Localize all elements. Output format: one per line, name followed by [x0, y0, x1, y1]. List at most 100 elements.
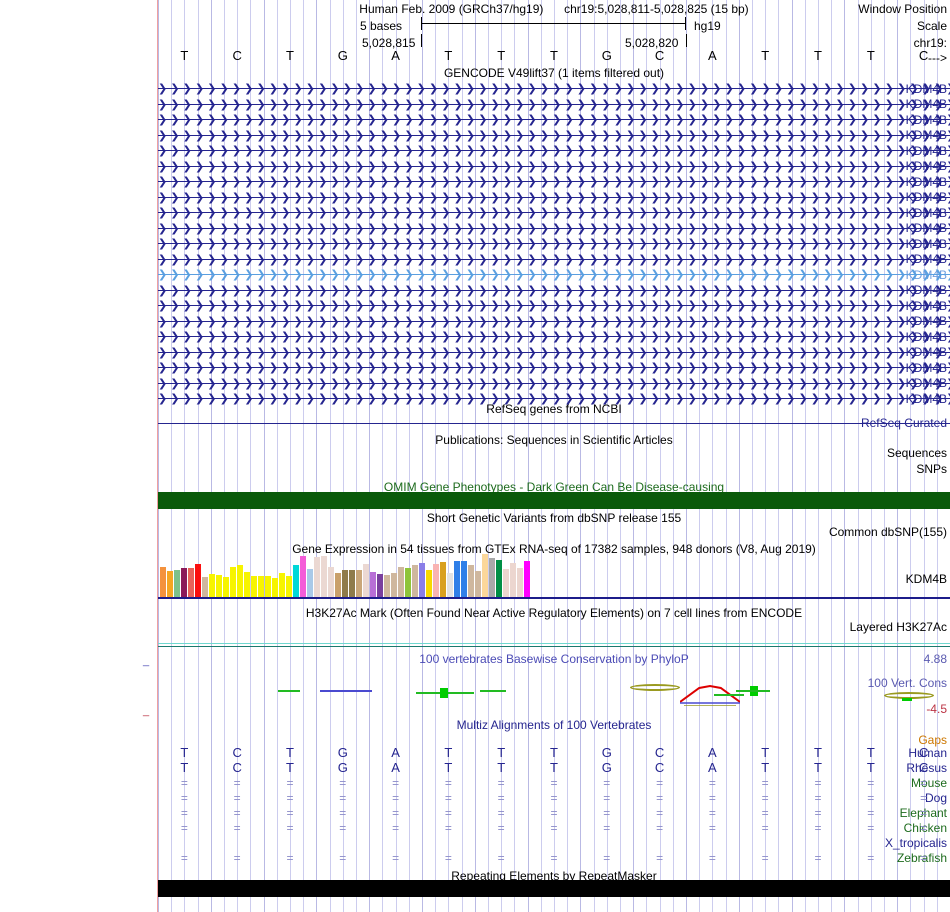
gtex-tissue-bar[interactable]	[377, 574, 383, 598]
gtex-tissue-bar[interactable]	[293, 565, 299, 598]
gtex-tissue-bar[interactable]	[489, 558, 495, 598]
species-alignment-row[interactable]: = = = = = = = = = = = = = = =	[158, 775, 950, 791]
gtex-tissue-bar[interactable]	[482, 554, 488, 598]
gtex-tissue-bar[interactable]	[496, 560, 502, 598]
gtex-expression-barchart[interactable]	[158, 553, 950, 599]
gtex-tissue-bar[interactable]	[524, 561, 530, 598]
species-alignment-row[interactable]	[158, 835, 950, 851]
gtex-tissue-bar[interactable]	[244, 572, 250, 598]
species-label-chicken[interactable]: Chicken	[903, 821, 947, 835]
gtex-tissue-bar[interactable]	[321, 556, 327, 598]
gene-feature-row[interactable]: ❯❯❯❯❯❯❯❯❯❯❯❯❯❯❯❯❯❯❯❯❯❯❯❯❯❯❯❯❯❯❯❯❯❯❯❯❯❯❯❯…	[158, 314, 950, 329]
gtex-tissue-bar[interactable]	[412, 565, 418, 598]
gtex-tissue-bar[interactable]	[363, 564, 369, 598]
gtex-tissue-bar[interactable]	[209, 574, 215, 598]
gtex-tissue-bar[interactable]	[433, 564, 439, 598]
gtex-tissue-bar[interactable]	[174, 570, 180, 598]
track-title-repeatmasker[interactable]: Repeating Elements by RepeatMasker	[451, 869, 657, 883]
track-title-h3k27ac[interactable]: H3K27Ac Mark (Often Found Near Active Re…	[305, 606, 803, 620]
gtex-tissue-bar[interactable]	[307, 569, 313, 598]
gtex-tissue-bar[interactable]	[405, 568, 411, 598]
gtex-tissue-bar[interactable]	[258, 576, 264, 598]
gtex-tissue-bar[interactable]	[398, 567, 404, 598]
gtex-tissue-bar[interactable]	[251, 576, 257, 598]
species-label-zebrafish[interactable]: Zebrafish	[896, 851, 947, 865]
gtex-tissue-bar[interactable]	[188, 568, 194, 598]
gtex-tissue-bar[interactable]	[223, 577, 229, 598]
gtex-tissue-bar[interactable]	[181, 568, 187, 598]
species-label-x_tropicalis[interactable]: X_tropicalis	[884, 836, 947, 850]
gtex-tissue-bar[interactable]	[426, 570, 432, 598]
species-alignment-row[interactable]: = = = = = = = = = = = = = = =	[158, 790, 950, 806]
track-title-gtex[interactable]: Gene Expression in 54 tissues from GTEx …	[292, 542, 816, 556]
gene-feature-row[interactable]: ❯❯❯❯❯❯❯❯❯❯❯❯❯❯❯❯❯❯❯❯❯❯❯❯❯❯❯❯❯❯❯❯❯❯❯❯❯❯❯❯…	[158, 174, 950, 189]
gene-feature-row[interactable]: ❯❯❯❯❯❯❯❯❯❯❯❯❯❯❯❯❯❯❯❯❯❯❯❯❯❯❯❯❯❯❯❯❯❯❯❯❯❯❯❯…	[158, 360, 950, 375]
species-label-dog[interactable]: Dog	[924, 791, 947, 805]
gene-feature-row[interactable]: ❯❯❯❯❯❯❯❯❯❯❯❯❯❯❯❯❯❯❯❯❯❯❯❯❯❯❯❯❯❯❯❯❯❯❯❯❯❯❯❯…	[158, 81, 950, 96]
species-alignment-row[interactable]: = = = = = = = = = = = = = = =	[158, 850, 950, 866]
gene-feature-row[interactable]: ❯❯❯❯❯❯❯❯❯❯❯❯❯❯❯❯❯❯❯❯❯❯❯❯❯❯❯❯❯❯❯❯❯❯❯❯❯❯❯❯…	[158, 376, 950, 391]
gtex-tissue-bar[interactable]	[356, 570, 362, 598]
track-title-gencode[interactable]: GENCODE V49lift37 (1 items filtered out)	[443, 66, 665, 80]
gtex-tissue-bar[interactable]	[216, 575, 222, 598]
gtex-tissue-bar[interactable]	[286, 576, 292, 598]
track-title-publications[interactable]: Publications: Sequences in Scientific Ar…	[435, 433, 673, 447]
gene-feature-row[interactable]: ❯❯❯❯❯❯❯❯❯❯❯❯❯❯❯❯❯❯❯❯❯❯❯❯❯❯❯❯❯❯❯❯❯❯❯❯❯❯❯❯…	[158, 236, 950, 251]
label-gtex-gene[interactable]: KDM4B	[905, 572, 947, 586]
track-title-multiz[interactable]: Multiz Alignments of 100 Vertebrates	[456, 718, 652, 732]
gtex-tissue-bar[interactable]	[314, 557, 320, 598]
gtex-tissue-bar[interactable]	[384, 575, 390, 598]
gtex-tissue-bar[interactable]	[440, 562, 446, 598]
gtex-tissue-bar[interactable]	[370, 572, 376, 598]
gtex-tissue-bar[interactable]	[335, 573, 341, 598]
species-label-mouse[interactable]: Mouse	[910, 776, 947, 790]
label-common-dbsnp[interactable]: Common dbSNP(155)	[828, 525, 947, 539]
track-title-refseq[interactable]: RefSeq genes from NCBI	[486, 402, 622, 416]
gene-feature-row[interactable]: ❯❯❯❯❯❯❯❯❯❯❯❯❯❯❯❯❯❯❯❯❯❯❯❯❯❯❯❯❯❯❯❯❯❯❯❯❯❯❯❯…	[158, 267, 950, 282]
gtex-tissue-bar[interactable]	[517, 568, 523, 598]
track-title-phylop[interactable]: 100 vertebrates Basewise Conservation by…	[419, 652, 689, 666]
gene-feature-row[interactable]: ❯❯❯❯❯❯❯❯❯❯❯❯❯❯❯❯❯❯❯❯❯❯❯❯❯❯❯❯❯❯❯❯❯❯❯❯❯❯❯❯…	[158, 283, 950, 298]
gtex-tissue-bar[interactable]	[160, 567, 166, 598]
label-snps[interactable]: SNPs	[916, 462, 947, 476]
gtex-tissue-bar[interactable]	[167, 571, 173, 598]
gtex-tissue-bar[interactable]	[510, 563, 516, 598]
track-title-dbsnp[interactable]: Short Genetic Variants from dbSNP releas…	[426, 511, 682, 525]
gene-feature-row[interactable]: ❯❯❯❯❯❯❯❯❯❯❯❯❯❯❯❯❯❯❯❯❯❯❯❯❯❯❯❯❯❯❯❯❯❯❯❯❯❯❯❯…	[158, 298, 950, 313]
gene-feature-row[interactable]: ❯❯❯❯❯❯❯❯❯❯❯❯❯❯❯❯❯❯❯❯❯❯❯❯❯❯❯❯❯❯❯❯❯❯❯❯❯❯❯❯…	[158, 159, 950, 174]
gtex-tissue-bar[interactable]	[195, 564, 201, 598]
position-text[interactable]: chr19:5,028,811-5,028,825 (15 bp)	[564, 2, 749, 16]
gtex-tissue-bar[interactable]	[461, 561, 467, 598]
phylop-conservation-plot[interactable]	[158, 648, 950, 734]
species-alignment-row[interactable]: = = = = = = = = = = = = = = =	[158, 820, 950, 836]
omim-gene-feature-bar[interactable]	[158, 492, 950, 509]
gtex-tissue-bar[interactable]	[475, 571, 481, 598]
label-vert-cons[interactable]: 100 Vert. Cons	[867, 676, 947, 690]
gene-feature-row[interactable]: ❯❯❯❯❯❯❯❯❯❯❯❯❯❯❯❯❯❯❯❯❯❯❯❯❯❯❯❯❯❯❯❯❯❯❯❯❯❯❯❯…	[158, 329, 950, 344]
gene-feature-row[interactable]: ❯❯❯❯❯❯❯❯❯❯❯❯❯❯❯❯❯❯❯❯❯❯❯❯❯❯❯❯❯❯❯❯❯❯❯❯❯❯❯❯…	[158, 345, 950, 360]
gtex-tissue-bar[interactable]	[237, 565, 243, 598]
species-alignment-row[interactable]: = = = = = = = = = = = = = = =	[158, 805, 950, 821]
gene-feature-row[interactable]: ❯❯❯❯❯❯❯❯❯❯❯❯❯❯❯❯❯❯❯❯❯❯❯❯❯❯❯❯❯❯❯❯❯❯❯❯❯❯❯❯…	[158, 252, 950, 267]
label-sequences[interactable]: Sequences	[886, 446, 947, 460]
gtex-tissue-bar[interactable]	[468, 565, 474, 598]
label-layered-h3k27ac[interactable]: Layered H3K27Ac	[849, 620, 947, 634]
gtex-tissue-bar[interactable]	[300, 556, 306, 598]
gene-feature-row[interactable]: ❯❯❯❯❯❯❯❯❯❯❯❯❯❯❯❯❯❯❯❯❯❯❯❯❯❯❯❯❯❯❯❯❯❯❯❯❯❯❯❯…	[158, 190, 950, 205]
gtex-tissue-bar[interactable]	[202, 577, 208, 598]
gtex-tissue-bar[interactable]	[328, 567, 334, 598]
gene-feature-row[interactable]: ❯❯❯❯❯❯❯❯❯❯❯❯❯❯❯❯❯❯❯❯❯❯❯❯❯❯❯❯❯❯❯❯❯❯❯❯❯❯❯❯…	[158, 112, 950, 127]
gtex-tissue-bar[interactable]	[342, 570, 348, 598]
species-label-elephant[interactable]: Elephant	[899, 806, 947, 820]
gtex-tissue-bar[interactable]	[230, 567, 236, 598]
gtex-tissue-bar[interactable]	[503, 569, 509, 598]
repeatmasker-feature-bar[interactable]	[158, 880, 950, 897]
gene-feature-row[interactable]: ❯❯❯❯❯❯❯❯❯❯❯❯❯❯❯❯❯❯❯❯❯❯❯❯❯❯❯❯❯❯❯❯❯❯❯❯❯❯❯❯…	[158, 97, 950, 112]
gene-feature-row[interactable]: ❯❯❯❯❯❯❯❯❯❯❯❯❯❯❯❯❯❯❯❯❯❯❯❯❯❯❯❯❯❯❯❯❯❯❯❯❯❯❯❯…	[158, 143, 950, 158]
gtex-tissue-bar[interactable]	[272, 578, 278, 598]
gtex-tissue-bar[interactable]	[349, 570, 355, 598]
gtex-tissue-bar[interactable]	[391, 573, 397, 598]
gene-feature-row[interactable]: ❯❯❯❯❯❯❯❯❯❯❯❯❯❯❯❯❯❯❯❯❯❯❯❯❯❯❯❯❯❯❯❯❯❯❯❯❯❯❯❯…	[158, 221, 950, 236]
